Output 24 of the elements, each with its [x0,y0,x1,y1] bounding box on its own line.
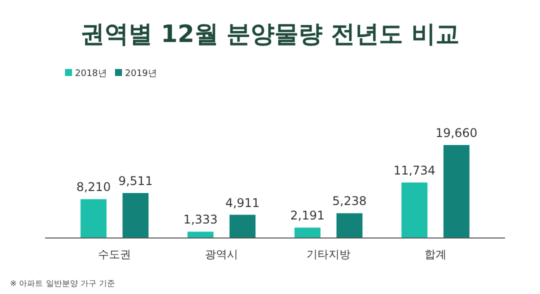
bar [188,232,214,238]
bar [80,199,107,238]
legend-label: 2019년 [125,69,157,79]
bar [230,214,256,238]
x-tick-label: 수도권 [98,248,132,261]
text: ※ 아파트 일반분양 가구 기준 [10,279,115,288]
data-label: 11,734 [393,163,436,178]
data-label: 9,511 [118,174,153,188]
data-label: 4,911 [225,196,260,210]
legend-label: 2018년 [75,69,107,79]
chart-title: 권역별 12월 분양물량 전년도 비교 [80,20,460,48]
data-label: 19,660 [435,126,478,140]
data-label: 5,238 [332,194,367,208]
bar [294,228,320,238]
bar [401,182,428,238]
bar [443,145,470,238]
data-label: 2,191 [290,208,325,223]
data-label: 1,333 [183,212,218,227]
x-tick-label: 합계 [424,248,446,261]
bar [336,213,362,238]
data-label: 8,210 [76,180,111,194]
x-tick-label: 기타지방 [306,248,350,261]
x-tick-label: 광역시 [205,248,238,261]
bar [122,193,149,238]
